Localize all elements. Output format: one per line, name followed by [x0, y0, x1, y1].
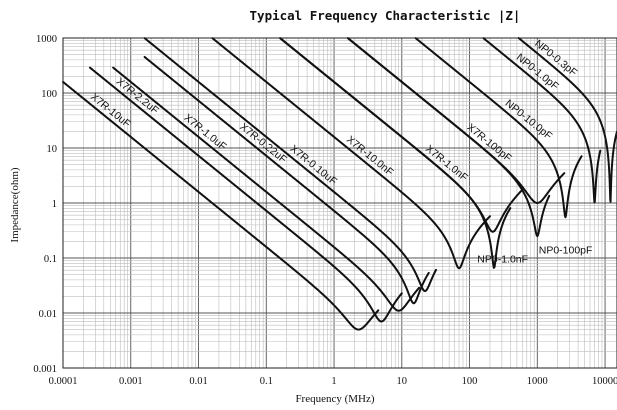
x-tick-label: 100	[462, 376, 478, 387]
y-tick-label: 100	[41, 89, 57, 100]
x-tick-label: 0.0001	[49, 376, 78, 387]
series-label: NP0-100pF	[539, 245, 593, 257]
x-axis-label: Frequency (MHz)	[295, 393, 374, 405]
series-label: NP0-1.0nF	[477, 254, 528, 266]
x-tick-label: 10000	[592, 376, 617, 387]
series-line	[143, 55, 430, 305]
series-line	[62, 80, 380, 331]
series-line	[517, 37, 617, 203]
series-label: X7R-100pF	[465, 121, 514, 164]
curves	[62, 37, 617, 331]
series-line	[346, 37, 551, 238]
tick-labels: 0.0001 0.001 0.01 0.1 1 10 100 1000 100001000100…	[33, 34, 617, 387]
series-line	[112, 66, 421, 312]
grid	[62, 37, 617, 369]
series-line	[482, 37, 602, 204]
series-line	[414, 37, 583, 219]
series-label: X7R-10.0nF	[344, 134, 396, 179]
y-axis-label: Impedance(ohm)	[9, 167, 21, 242]
y-tick-label: 0.001	[33, 364, 57, 375]
x-tick-label: 10	[397, 376, 408, 387]
series-line	[211, 37, 491, 270]
series-line	[88, 66, 403, 323]
y-tick-label: 0.01	[39, 309, 57, 320]
series-line	[279, 37, 512, 269]
y-tick-label: 10	[47, 144, 58, 155]
x-tick-label: 1	[331, 376, 336, 387]
y-tick-label: 1	[52, 199, 57, 210]
x-tick-label: 1000	[527, 376, 548, 387]
y-tick-label: 0.1	[44, 254, 57, 265]
plot-frame	[62, 37, 617, 369]
y-tick-label: 1000	[36, 34, 57, 45]
x-tick-label: 0.001	[119, 376, 143, 387]
series-line	[143, 37, 438, 293]
x-tick-label: 0.1	[260, 376, 273, 387]
chart-title: Typical Frequency Characteristic |Z|	[250, 8, 521, 23]
x-tick-label: 0.01	[189, 376, 207, 387]
